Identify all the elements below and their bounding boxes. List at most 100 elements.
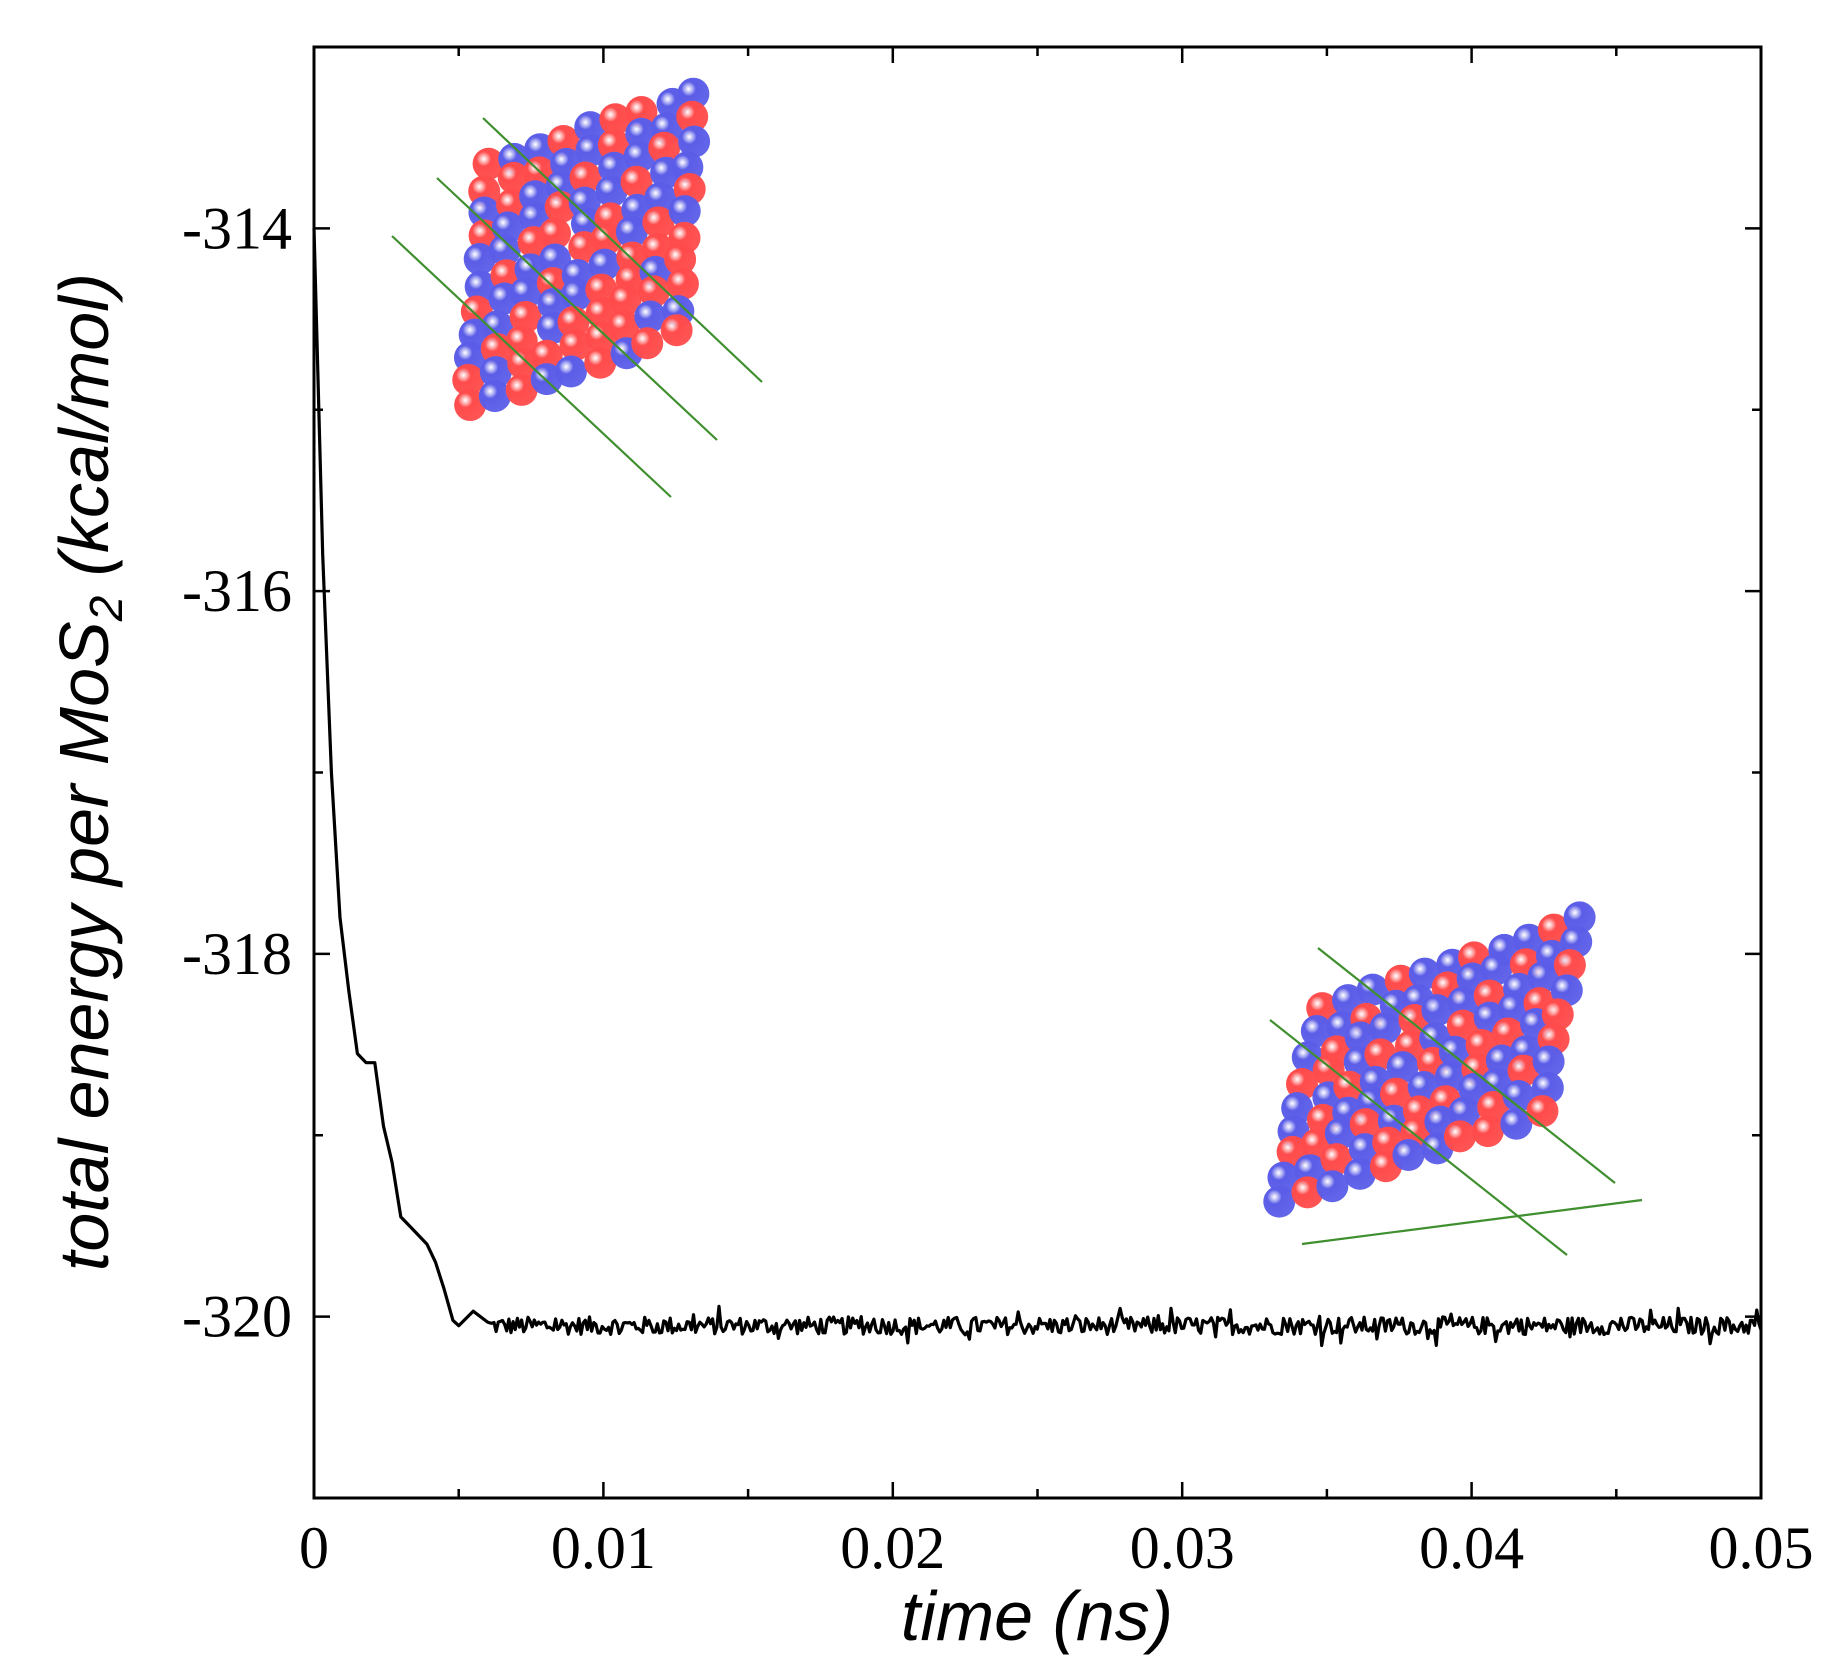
- molybdenum-atom: [595, 175, 628, 208]
- sulfur-atom: [660, 314, 693, 347]
- sulfur-atom: [607, 309, 640, 342]
- molybdenum-atom: [1343, 1157, 1376, 1190]
- inset-initial-cluster: [391, 77, 763, 498]
- x-tick-label: 0.04: [1419, 1515, 1524, 1581]
- lattice-plane-line: [436, 177, 718, 441]
- sulfur-atom: [1553, 949, 1586, 982]
- y-tick-label: -314: [182, 195, 292, 261]
- y-tick-label: -316: [182, 558, 292, 624]
- molybdenum-atom: [509, 276, 542, 309]
- x-tick-label: 0.02: [840, 1515, 945, 1581]
- molybdenum-atom: [1500, 1107, 1533, 1140]
- molybdenum-atom: [488, 234, 521, 267]
- molybdenum-atom: [463, 243, 496, 276]
- sulfur-atom: [539, 217, 572, 250]
- sulfur-atom: [1477, 1091, 1510, 1124]
- molybdenum-atom: [1324, 1117, 1357, 1150]
- sulfur-atom: [1507, 1054, 1540, 1087]
- sulfur-atom: [1526, 1095, 1559, 1128]
- y-axis-label-subscript: 2: [80, 596, 132, 623]
- molybdenum-atom: [644, 181, 677, 214]
- molybdenum-atom: [1300, 1015, 1333, 1048]
- molybdenum-atom: [1448, 1096, 1481, 1129]
- molybdenum-atom: [1480, 953, 1513, 986]
- sulfur-atom: [620, 165, 653, 198]
- sulfur-atom: [664, 243, 697, 276]
- molybdenum-atom: [1316, 1170, 1349, 1203]
- lattice-plane-line: [1317, 947, 1616, 1184]
- sulfur-atom: [472, 147, 505, 180]
- molybdenum-atom: [677, 77, 710, 110]
- molybdenum-atom: [615, 215, 648, 248]
- molybdenum-atom: [625, 117, 658, 150]
- y-axis-label: total energy per MoS2 (kcal/mol): [45, 273, 132, 1271]
- molybdenum-atom: [574, 111, 607, 144]
- molybdenum-atom: [1267, 1161, 1300, 1194]
- sulfur-atom: [590, 223, 623, 256]
- sulfur-atom: [599, 103, 632, 136]
- x-tick-label: 0.05: [1709, 1515, 1814, 1581]
- molybdenum-atom: [481, 310, 514, 343]
- sulfur-atom: [648, 131, 681, 164]
- inset-final-cluster: [1263, 901, 1643, 1256]
- molybdenum-atom: [478, 380, 511, 413]
- molybdenum-atom: [1502, 1079, 1535, 1112]
- sulfur-atom: [1320, 1143, 1353, 1176]
- molybdenum-atom: [1512, 923, 1545, 956]
- lattice-plane-line: [482, 117, 763, 383]
- sulfur-atom: [585, 273, 618, 306]
- sulfur-atom: [452, 363, 485, 396]
- sulfur-atom: [637, 275, 670, 308]
- y-tick-label: -318: [182, 921, 292, 987]
- sulfur-atom: [1443, 1120, 1476, 1153]
- molybdenum-atom: [623, 140, 656, 173]
- x-tick-labels: 0 0.01 0.02 0.03 0.04 0.05: [299, 1515, 1814, 1581]
- molybdenum-atom: [554, 355, 587, 388]
- molybdenum-atom: [539, 243, 572, 276]
- molybdenum-atom: [464, 270, 497, 303]
- sulfur-atom: [505, 373, 538, 406]
- sulfur-atom: [1291, 1176, 1324, 1209]
- sulfur-atom: [1473, 979, 1506, 1012]
- sulfur-atom: [676, 100, 709, 133]
- lattice-plane-line: [1301, 1198, 1643, 1246]
- series-line-energy: [312, 228, 1763, 1348]
- sulfur-atom: [597, 128, 630, 161]
- molybdenum-atom: [1527, 960, 1560, 993]
- molybdenum-atom: [1438, 1035, 1471, 1068]
- molybdenum-atom: [1550, 974, 1583, 1007]
- sulfur-atom: [631, 327, 664, 360]
- sulfur-atom: [1380, 1077, 1413, 1110]
- molybdenum-atom: [1386, 1051, 1419, 1084]
- lattice-plane-line: [391, 235, 672, 498]
- sulfur-atom: [530, 339, 563, 372]
- molybdenum-atom: [678, 125, 711, 158]
- molybdenum-atom: [1392, 1139, 1425, 1172]
- sulfur-atom: [1541, 998, 1574, 1031]
- molybdenum-atom: [1369, 1012, 1402, 1045]
- x-axis-label: time (ns): [901, 1577, 1173, 1655]
- sulfur-atom: [509, 300, 542, 333]
- molybdenum-atom: [1563, 901, 1596, 934]
- molybdenum-atom: [1447, 986, 1480, 1019]
- molybdenum-atom: [634, 300, 667, 333]
- sulfur-atom: [584, 346, 617, 379]
- sulfur-atom: [559, 328, 592, 361]
- molybdenum-atom: [1421, 994, 1454, 1027]
- sulfur-atom: [642, 206, 675, 239]
- sulfur-atom: [609, 284, 642, 317]
- molybdenum-atom: [1263, 1185, 1296, 1218]
- x-tick-label: 0.03: [1130, 1515, 1235, 1581]
- x-tick-label: 0.01: [551, 1515, 656, 1581]
- sulfur-atom: [1471, 1115, 1504, 1148]
- molybdenum-atom: [668, 195, 701, 228]
- molybdenum-atom: [588, 248, 621, 281]
- sulfur-atom: [1286, 1067, 1319, 1100]
- axis-ticks: [312, 45, 1763, 1500]
- y-tick-label: -320: [182, 1284, 292, 1350]
- sulfur-atom: [666, 267, 699, 300]
- sulfur-atom: [454, 389, 487, 422]
- y-axis-label-unit: (kcal/mol): [45, 273, 123, 596]
- sulfur-atom: [1349, 1108, 1382, 1141]
